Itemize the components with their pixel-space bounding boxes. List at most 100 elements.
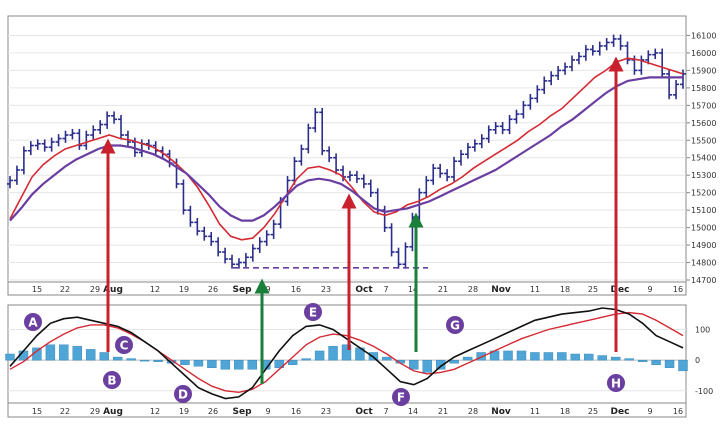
marker-badge <box>607 374 625 392</box>
x-tick-label: 9 <box>647 285 652 294</box>
price-tick-label: 15000 <box>691 224 716 233</box>
x-axis-top-band <box>7 281 687 296</box>
price-tick-label: 15500 <box>691 136 716 145</box>
x-tick-label: 19 <box>179 407 189 416</box>
marker-label: D <box>178 388 188 402</box>
marker-c: C <box>115 336 133 354</box>
ohlc-bar <box>298 144 305 166</box>
ohlc-bar <box>568 55 575 72</box>
histogram-bar <box>287 359 298 365</box>
marker-badge <box>115 336 133 354</box>
ohlc-bar <box>180 179 187 215</box>
x-tick-label: 16 <box>291 407 301 416</box>
ohlc-bar <box>395 247 402 269</box>
ohlc-bar <box>423 176 430 198</box>
ohlc-bar <box>187 205 194 227</box>
ohlc-bar <box>673 80 680 100</box>
x-axis-bottom-band <box>7 402 687 418</box>
histogram-bar <box>314 350 325 361</box>
signal-line <box>9 311 684 394</box>
price-tick-label: 15200 <box>691 189 716 198</box>
histogram-bar <box>570 353 581 361</box>
histogram-bar <box>611 356 621 361</box>
ohlc-bar <box>645 50 652 65</box>
histogram-bar <box>584 353 594 361</box>
marker-label: B <box>107 374 116 388</box>
x-tick-label: Sep <box>232 285 252 295</box>
ohlc-bar <box>305 123 312 154</box>
histogram-bar <box>422 359 432 373</box>
x-tick-label: 12 <box>150 407 160 416</box>
x-tick-label: 9 <box>265 407 270 416</box>
histogram-bar <box>193 359 204 367</box>
ohlc-bar <box>7 176 13 189</box>
ohlc-bar <box>603 38 610 51</box>
ohlc-bar <box>256 237 263 253</box>
price-tick-label: 15900 <box>691 66 716 75</box>
macd-line <box>9 307 684 400</box>
ohlc-bar <box>48 137 55 152</box>
histogram-bar <box>624 358 634 361</box>
marker-badge <box>446 316 464 334</box>
ohlc-bar <box>575 52 582 65</box>
ohlc-bar <box>596 41 603 56</box>
histogram-bar <box>86 349 96 361</box>
marker-label: E <box>309 306 317 320</box>
marker-label: H <box>611 377 621 391</box>
ohlc-bar <box>104 111 111 129</box>
marker-badge <box>304 303 322 321</box>
price-tick-label: 16100 <box>691 31 716 40</box>
x-tick-label: 22 <box>60 285 70 294</box>
histogram-bar <box>597 355 607 361</box>
marker-f: F <box>392 388 410 406</box>
ohlc-bar <box>437 163 444 178</box>
marker-label: G <box>450 319 460 333</box>
ohlc-bar <box>485 125 492 143</box>
x-tick-label: Oct <box>355 407 373 417</box>
histogram-bar <box>207 359 217 368</box>
marker-h: H <box>607 374 625 392</box>
x-tick-label: 16 <box>673 407 683 416</box>
indicator-tick-label: 0 <box>695 356 700 365</box>
histogram-bar <box>99 352 109 361</box>
ohlc-bar <box>34 139 41 150</box>
x-tick-label: 23 <box>321 285 331 294</box>
ohlc-bar <box>555 66 562 81</box>
price-tick-label: 15400 <box>691 154 716 163</box>
x-tick-label: 25 <box>588 285 598 294</box>
x-axis-bottom-labels: 15 22 29 Aug 12 19 26 Sep 9 16 23 Oct 7 14 21 28 Nov 11 18… <box>32 407 683 417</box>
ohlc-bar <box>69 128 76 140</box>
x-tick-label: Nov <box>491 285 511 295</box>
histogram-bar <box>664 359 675 368</box>
ohlc-bar <box>430 163 437 185</box>
x-tick-label: 14 <box>408 407 418 416</box>
histogram-bar <box>382 356 392 361</box>
ohlc-bar <box>284 176 291 206</box>
ohlc-bar <box>402 242 409 269</box>
ohlc-bar <box>527 93 534 110</box>
price-tick-label: 14900 <box>691 241 716 250</box>
ohlc-bar <box>83 130 90 150</box>
ohlc-bar <box>76 128 83 150</box>
ohlc-bar <box>513 109 520 124</box>
x-tick-label: 28 <box>468 407 478 416</box>
x-tick-label: 26 <box>208 407 218 416</box>
histogram-bar <box>530 352 540 361</box>
macd-histogram <box>5 344 688 373</box>
ohlc-bar <box>118 114 125 140</box>
x-tick-label: 29 <box>90 407 100 416</box>
histogram-bar <box>5 353 15 361</box>
ohlc-bar <box>208 231 215 246</box>
ohlc-bar <box>20 146 27 175</box>
indicator-y-axis: 100 0 -100 <box>695 325 713 395</box>
histogram-bar <box>153 359 163 362</box>
ohlc-bar <box>353 170 360 184</box>
x-tick-label: 21 <box>438 285 448 294</box>
histogram-bar <box>247 359 257 370</box>
histogram-bar <box>112 356 123 361</box>
ohlc-bar <box>360 174 367 189</box>
x-tick-label: Dec <box>611 407 630 417</box>
x-tick-label: Sep <box>232 407 252 417</box>
histogram-bar <box>516 350 527 361</box>
ohlc-bar <box>326 146 333 163</box>
